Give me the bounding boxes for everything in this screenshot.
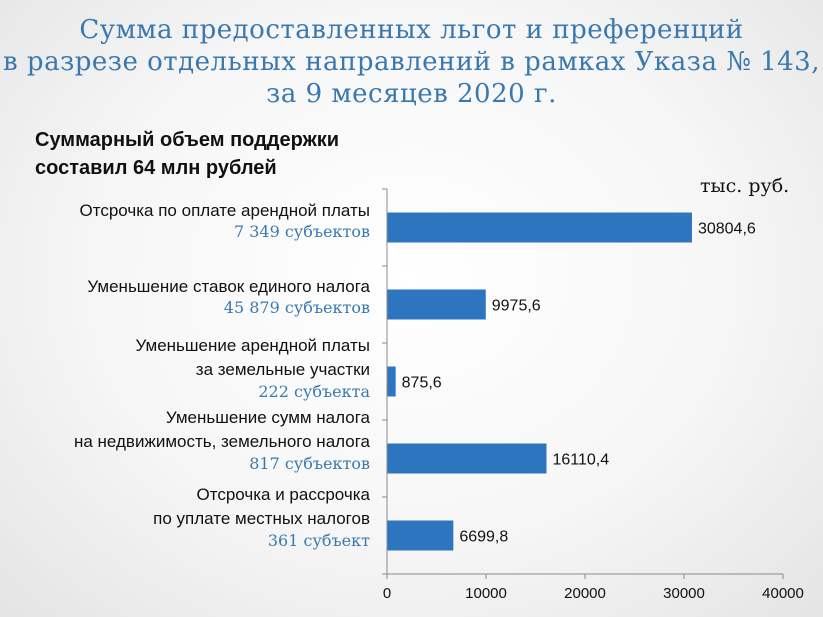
category-name: на недвижимость, земельного налога [73, 432, 370, 451]
data-label: 16110,4 [552, 452, 609, 469]
category-label: Уменьшение арендной платы за земельные у… [135, 334, 370, 402]
category-name: за земельные участки [195, 360, 370, 379]
unit-label: тыс. руб. [700, 175, 790, 197]
bar [387, 520, 454, 551]
data-label: 6699,8 [459, 529, 508, 546]
chart-title-line: в разрезе отдельных направлений в рамках… [3, 47, 820, 77]
category-subjects: 222 субъекта [258, 382, 370, 401]
category-subjects: 817 субъектов [249, 454, 370, 473]
category-name: по уплате местных налогов [153, 509, 370, 528]
bar [387, 289, 486, 320]
x-tick-label: 10000 [465, 585, 507, 602]
data-label: 875,6 [402, 375, 442, 392]
data-label: 9975,6 [492, 298, 541, 315]
category-label: Отсрочка и рассрочка по уплате местных н… [153, 483, 370, 551]
category-label: Уменьшение ставок единого налога 45 879 … [87, 277, 370, 319]
x-tick-label: 0 [383, 585, 391, 602]
chart-title: Сумма предоставленных льгот и преференци… [0, 14, 823, 110]
category-label: Уменьшение сумм налога на недвижимость, … [74, 406, 370, 474]
x-tick-label: 40000 [762, 585, 804, 602]
category-name: Уменьшение ставок единого налога [87, 277, 370, 296]
category-name: Уменьшение арендной платы [135, 336, 370, 355]
bar [387, 212, 692, 243]
category-name: Отсрочка и рассрочка [196, 485, 371, 504]
chart-title-line: Сумма предоставленных льгот и преференци… [79, 15, 744, 45]
category-subjects: 361 субъект [267, 531, 370, 550]
chart-title-line: за 9 месяцев 2020 г. [266, 79, 557, 109]
bar [387, 366, 396, 397]
subtitle-line: составил 64 млн рублей [35, 157, 277, 179]
x-tick-label: 20000 [564, 585, 606, 602]
category-name: Отсрочка по оплате арендной платы [79, 201, 370, 220]
category-subjects: 7 349 субъектов [233, 222, 370, 241]
chart-subtitle: Суммарный объем поддержки составил 64 мл… [35, 126, 339, 182]
data-label: 30804,6 [698, 221, 756, 238]
bar [387, 443, 547, 474]
category-name: Уменьшение сумм налога [165, 408, 370, 427]
category-subjects: 45 879 субъектов [223, 298, 370, 317]
x-tick-label: 30000 [663, 585, 705, 602]
category-label: Отсрочка по оплате арендной платы 7 349 … [80, 201, 370, 243]
subtitle-line: Суммарный объем поддержки [35, 129, 340, 151]
